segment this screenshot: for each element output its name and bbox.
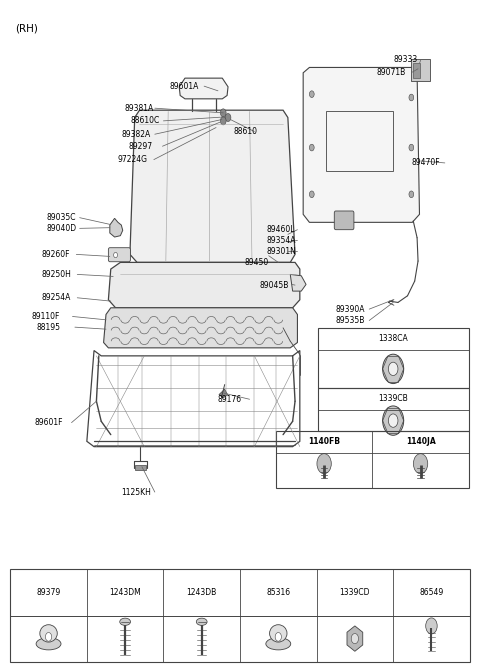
Ellipse shape bbox=[120, 618, 131, 626]
Bar bbox=[10, 569, 470, 662]
Text: 89601F: 89601F bbox=[35, 418, 63, 427]
Bar bbox=[326, 111, 393, 171]
Text: 89381A: 89381A bbox=[124, 104, 154, 112]
Polygon shape bbox=[290, 274, 306, 291]
Text: 89254A: 89254A bbox=[41, 293, 71, 302]
Ellipse shape bbox=[196, 618, 207, 626]
Text: 89382A: 89382A bbox=[122, 130, 151, 138]
Text: 89333: 89333 bbox=[393, 55, 418, 64]
Text: 89390A: 89390A bbox=[336, 304, 365, 314]
Polygon shape bbox=[104, 308, 298, 348]
Circle shape bbox=[409, 191, 414, 197]
Circle shape bbox=[409, 94, 414, 101]
Circle shape bbox=[114, 252, 118, 258]
Text: 89301N: 89301N bbox=[266, 247, 296, 256]
Circle shape bbox=[413, 454, 428, 474]
Circle shape bbox=[383, 406, 404, 436]
Polygon shape bbox=[219, 389, 228, 398]
Circle shape bbox=[310, 145, 314, 151]
Text: 89354A: 89354A bbox=[266, 236, 296, 245]
Text: 88610C: 88610C bbox=[131, 116, 160, 125]
Text: 86549: 86549 bbox=[420, 588, 444, 597]
Text: 1125KH: 1125KH bbox=[121, 488, 151, 496]
Text: 89040D: 89040D bbox=[46, 224, 76, 233]
Circle shape bbox=[310, 191, 314, 197]
Text: 89470F: 89470F bbox=[411, 159, 440, 167]
Polygon shape bbox=[303, 68, 420, 222]
Text: 89176: 89176 bbox=[217, 395, 241, 404]
Bar bbox=[318, 328, 469, 388]
Circle shape bbox=[388, 362, 398, 375]
Ellipse shape bbox=[40, 625, 57, 642]
Text: 1338CA: 1338CA bbox=[378, 334, 408, 343]
FancyBboxPatch shape bbox=[108, 248, 131, 262]
Circle shape bbox=[426, 618, 437, 634]
Text: 89601A: 89601A bbox=[169, 82, 199, 90]
Circle shape bbox=[220, 109, 226, 117]
FancyBboxPatch shape bbox=[334, 211, 354, 229]
Circle shape bbox=[46, 632, 52, 641]
Polygon shape bbox=[179, 78, 228, 99]
Text: 97224G: 97224G bbox=[118, 155, 148, 164]
Text: 1140JA: 1140JA bbox=[406, 438, 435, 446]
Text: 89045B: 89045B bbox=[259, 280, 288, 290]
Circle shape bbox=[383, 354, 404, 383]
Bar bbox=[411, 60, 431, 81]
Circle shape bbox=[220, 117, 226, 125]
Text: 89450: 89450 bbox=[245, 258, 269, 267]
Circle shape bbox=[317, 454, 331, 474]
Text: 85316: 85316 bbox=[266, 588, 290, 597]
Circle shape bbox=[310, 91, 314, 98]
Text: 1339CD: 1339CD bbox=[340, 588, 370, 597]
Bar bbox=[276, 432, 469, 488]
Text: 89071B: 89071B bbox=[376, 68, 406, 77]
Bar bbox=[318, 388, 469, 432]
Ellipse shape bbox=[36, 638, 61, 650]
Text: 89260F: 89260F bbox=[41, 250, 70, 259]
Text: 88195: 88195 bbox=[36, 322, 60, 332]
Ellipse shape bbox=[266, 638, 291, 650]
Text: 1243DB: 1243DB bbox=[187, 588, 217, 597]
Polygon shape bbox=[110, 218, 123, 237]
Text: 1140FB: 1140FB bbox=[308, 438, 340, 446]
Text: 89460L: 89460L bbox=[266, 225, 295, 234]
Text: 89250H: 89250H bbox=[41, 270, 71, 279]
Circle shape bbox=[351, 634, 359, 644]
Text: 1339CB: 1339CB bbox=[378, 395, 408, 403]
Text: 89110F: 89110F bbox=[32, 312, 60, 321]
Polygon shape bbox=[347, 626, 363, 652]
Circle shape bbox=[225, 114, 231, 122]
Bar bbox=[135, 465, 146, 470]
Text: 89535B: 89535B bbox=[336, 316, 365, 325]
Polygon shape bbox=[130, 110, 295, 262]
Bar bbox=[413, 64, 420, 78]
Text: 1243DM: 1243DM bbox=[109, 588, 141, 597]
Circle shape bbox=[275, 632, 281, 641]
Text: 88610: 88610 bbox=[234, 127, 258, 136]
Polygon shape bbox=[108, 262, 300, 308]
Circle shape bbox=[409, 145, 414, 151]
Text: 89035C: 89035C bbox=[46, 213, 76, 222]
Text: 89297: 89297 bbox=[129, 142, 153, 151]
Text: (RH): (RH) bbox=[15, 23, 38, 33]
Text: 89379: 89379 bbox=[36, 588, 60, 597]
Ellipse shape bbox=[270, 625, 287, 642]
Circle shape bbox=[388, 414, 398, 427]
